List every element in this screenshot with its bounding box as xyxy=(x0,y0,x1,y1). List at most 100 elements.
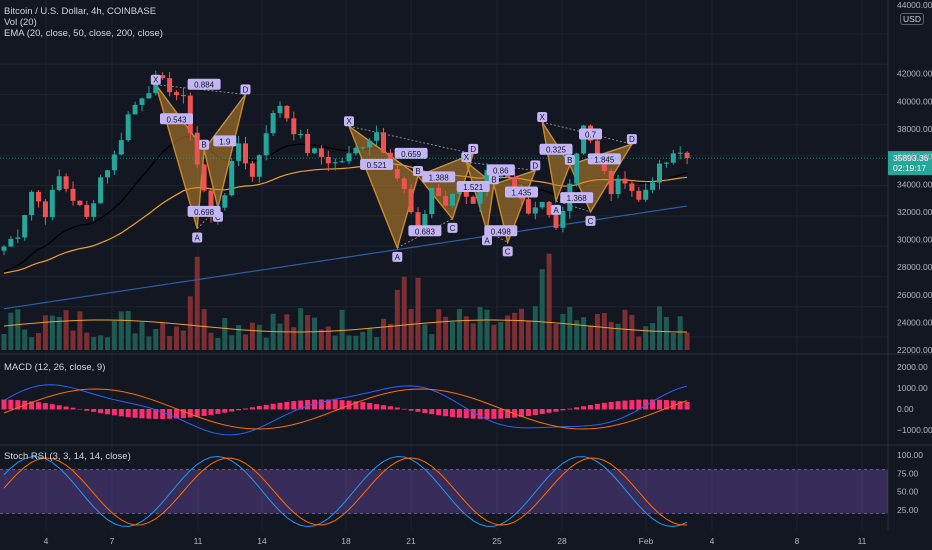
price-tick-label: 42000.00 xyxy=(897,69,932,79)
pattern-point-badge xyxy=(240,84,251,95)
candle-body xyxy=(167,78,173,93)
volume-bar xyxy=(146,336,152,350)
candle-body xyxy=(318,148,324,157)
candle-body xyxy=(208,190,214,217)
pattern-ratio-line xyxy=(541,121,571,166)
candle-body xyxy=(305,134,311,153)
pattern-point-badge xyxy=(502,246,513,257)
candle-body xyxy=(594,140,600,155)
volume-bar xyxy=(105,337,110,350)
pattern-point-label: D xyxy=(629,135,635,144)
macd-histogram-bar xyxy=(243,408,248,410)
stoch-rsi-tick-label: 25.00 xyxy=(897,505,919,515)
pattern-ratio-label: 0.659 xyxy=(401,150,422,159)
macd-histogram-bar xyxy=(415,409,421,412)
pattern-point-badge xyxy=(192,232,203,243)
ema-legend: EMA (20, close, 50, close, 200, close) xyxy=(4,28,163,39)
volume-bar xyxy=(381,318,386,350)
volume-bar xyxy=(553,323,559,350)
macd-histogram-bar xyxy=(553,409,559,412)
volume-bar xyxy=(167,335,173,350)
macd-histogram-bar xyxy=(429,409,435,415)
pattern-point-label: D xyxy=(532,161,538,170)
volume-bar xyxy=(305,315,311,350)
candle-body xyxy=(291,118,297,135)
candle-body xyxy=(298,134,304,136)
macd-histogram-bar xyxy=(208,409,214,415)
time-tick-label: 8 xyxy=(795,536,800,546)
pattern-ratio-label: 1.435 xyxy=(511,189,532,198)
candle-body xyxy=(146,93,152,99)
pattern-ratio-badge xyxy=(360,158,394,170)
candle-body xyxy=(8,238,14,247)
volume-bar xyxy=(125,311,131,350)
pattern-ratio-label: 1.845 xyxy=(594,155,615,164)
candle-body xyxy=(622,178,628,184)
macd-histogram-bar xyxy=(594,403,600,410)
macd-histogram-bar xyxy=(353,401,359,410)
price-tick-label: 24000.00 xyxy=(897,318,932,328)
macd-histogram-bar xyxy=(532,409,538,416)
macd-histogram-bar xyxy=(470,409,476,419)
macd-histogram-bar xyxy=(187,409,193,418)
pattern-ratio-label: 1.521 xyxy=(463,183,484,192)
volume-bar xyxy=(429,334,435,350)
macd-histogram-bar xyxy=(525,409,531,417)
volume-bar xyxy=(532,306,538,350)
pattern-point-badge xyxy=(488,174,499,185)
pattern-point-label: D xyxy=(470,145,476,154)
volume-bar xyxy=(353,335,359,350)
volume-bar xyxy=(208,332,214,350)
volume-bar xyxy=(91,336,97,350)
candle-body xyxy=(450,193,455,206)
macd-histogram-bar xyxy=(498,409,504,419)
macd-histogram-bar xyxy=(1,399,7,410)
macd-histogram-bar xyxy=(650,399,656,410)
volume-bar xyxy=(615,323,621,350)
volume-bar xyxy=(118,311,124,350)
volume-bar xyxy=(539,269,545,350)
macd-histogram-bar xyxy=(180,409,186,419)
currency-badge[interactable]: USD xyxy=(900,13,924,25)
volume-bar xyxy=(77,311,83,350)
pattern-point-badge xyxy=(199,139,210,150)
volume-bar xyxy=(298,308,304,350)
time-tick-label: 7 xyxy=(110,536,115,546)
macd-pane: 2000.00 1000.00 0.00 −1000.00 xyxy=(1,362,932,436)
current-price-value: 35893.36 xyxy=(893,153,929,163)
ema-200-line xyxy=(3,205,688,310)
candle-body xyxy=(22,215,28,238)
pattern-ratio-badge xyxy=(187,78,221,90)
volume-bar xyxy=(546,253,552,350)
macd-histogram-bar xyxy=(77,408,83,410)
macd-histogram-bar xyxy=(222,409,228,413)
macd-histogram-bar xyxy=(401,408,407,410)
macd-histogram-bar xyxy=(560,409,566,411)
macd-histogram-bar xyxy=(677,401,683,410)
pattern-point-badge xyxy=(626,134,637,145)
price-tick-label: 26000.00 xyxy=(897,290,932,300)
candle-body xyxy=(463,191,469,197)
candle-body xyxy=(243,143,248,164)
pattern-point-label: B xyxy=(491,175,496,184)
pattern-triangle-bcd xyxy=(203,93,247,208)
stoch-rsi-tick-label: 75.00 xyxy=(897,468,919,478)
macd-histogram-bar xyxy=(374,404,380,410)
pattern-point-badge xyxy=(344,116,354,127)
time-tick-label: Feb xyxy=(639,536,654,546)
candle-body xyxy=(629,183,635,191)
volume-bar xyxy=(663,316,669,350)
candle-countdown: 02:19:17 xyxy=(893,163,926,173)
macd-histogram-bar xyxy=(394,407,400,410)
volume-bar xyxy=(42,315,48,350)
volume-bar xyxy=(291,327,297,350)
volume-bar xyxy=(277,323,283,350)
price-tick-label: 40000.00 xyxy=(897,96,932,106)
volume-bar xyxy=(574,320,580,350)
pattern-ratio-badge xyxy=(539,143,573,155)
macd-histogram-bar xyxy=(70,407,76,410)
volume-bar xyxy=(312,317,317,350)
candle-body xyxy=(512,177,518,187)
candle-body xyxy=(180,95,186,97)
